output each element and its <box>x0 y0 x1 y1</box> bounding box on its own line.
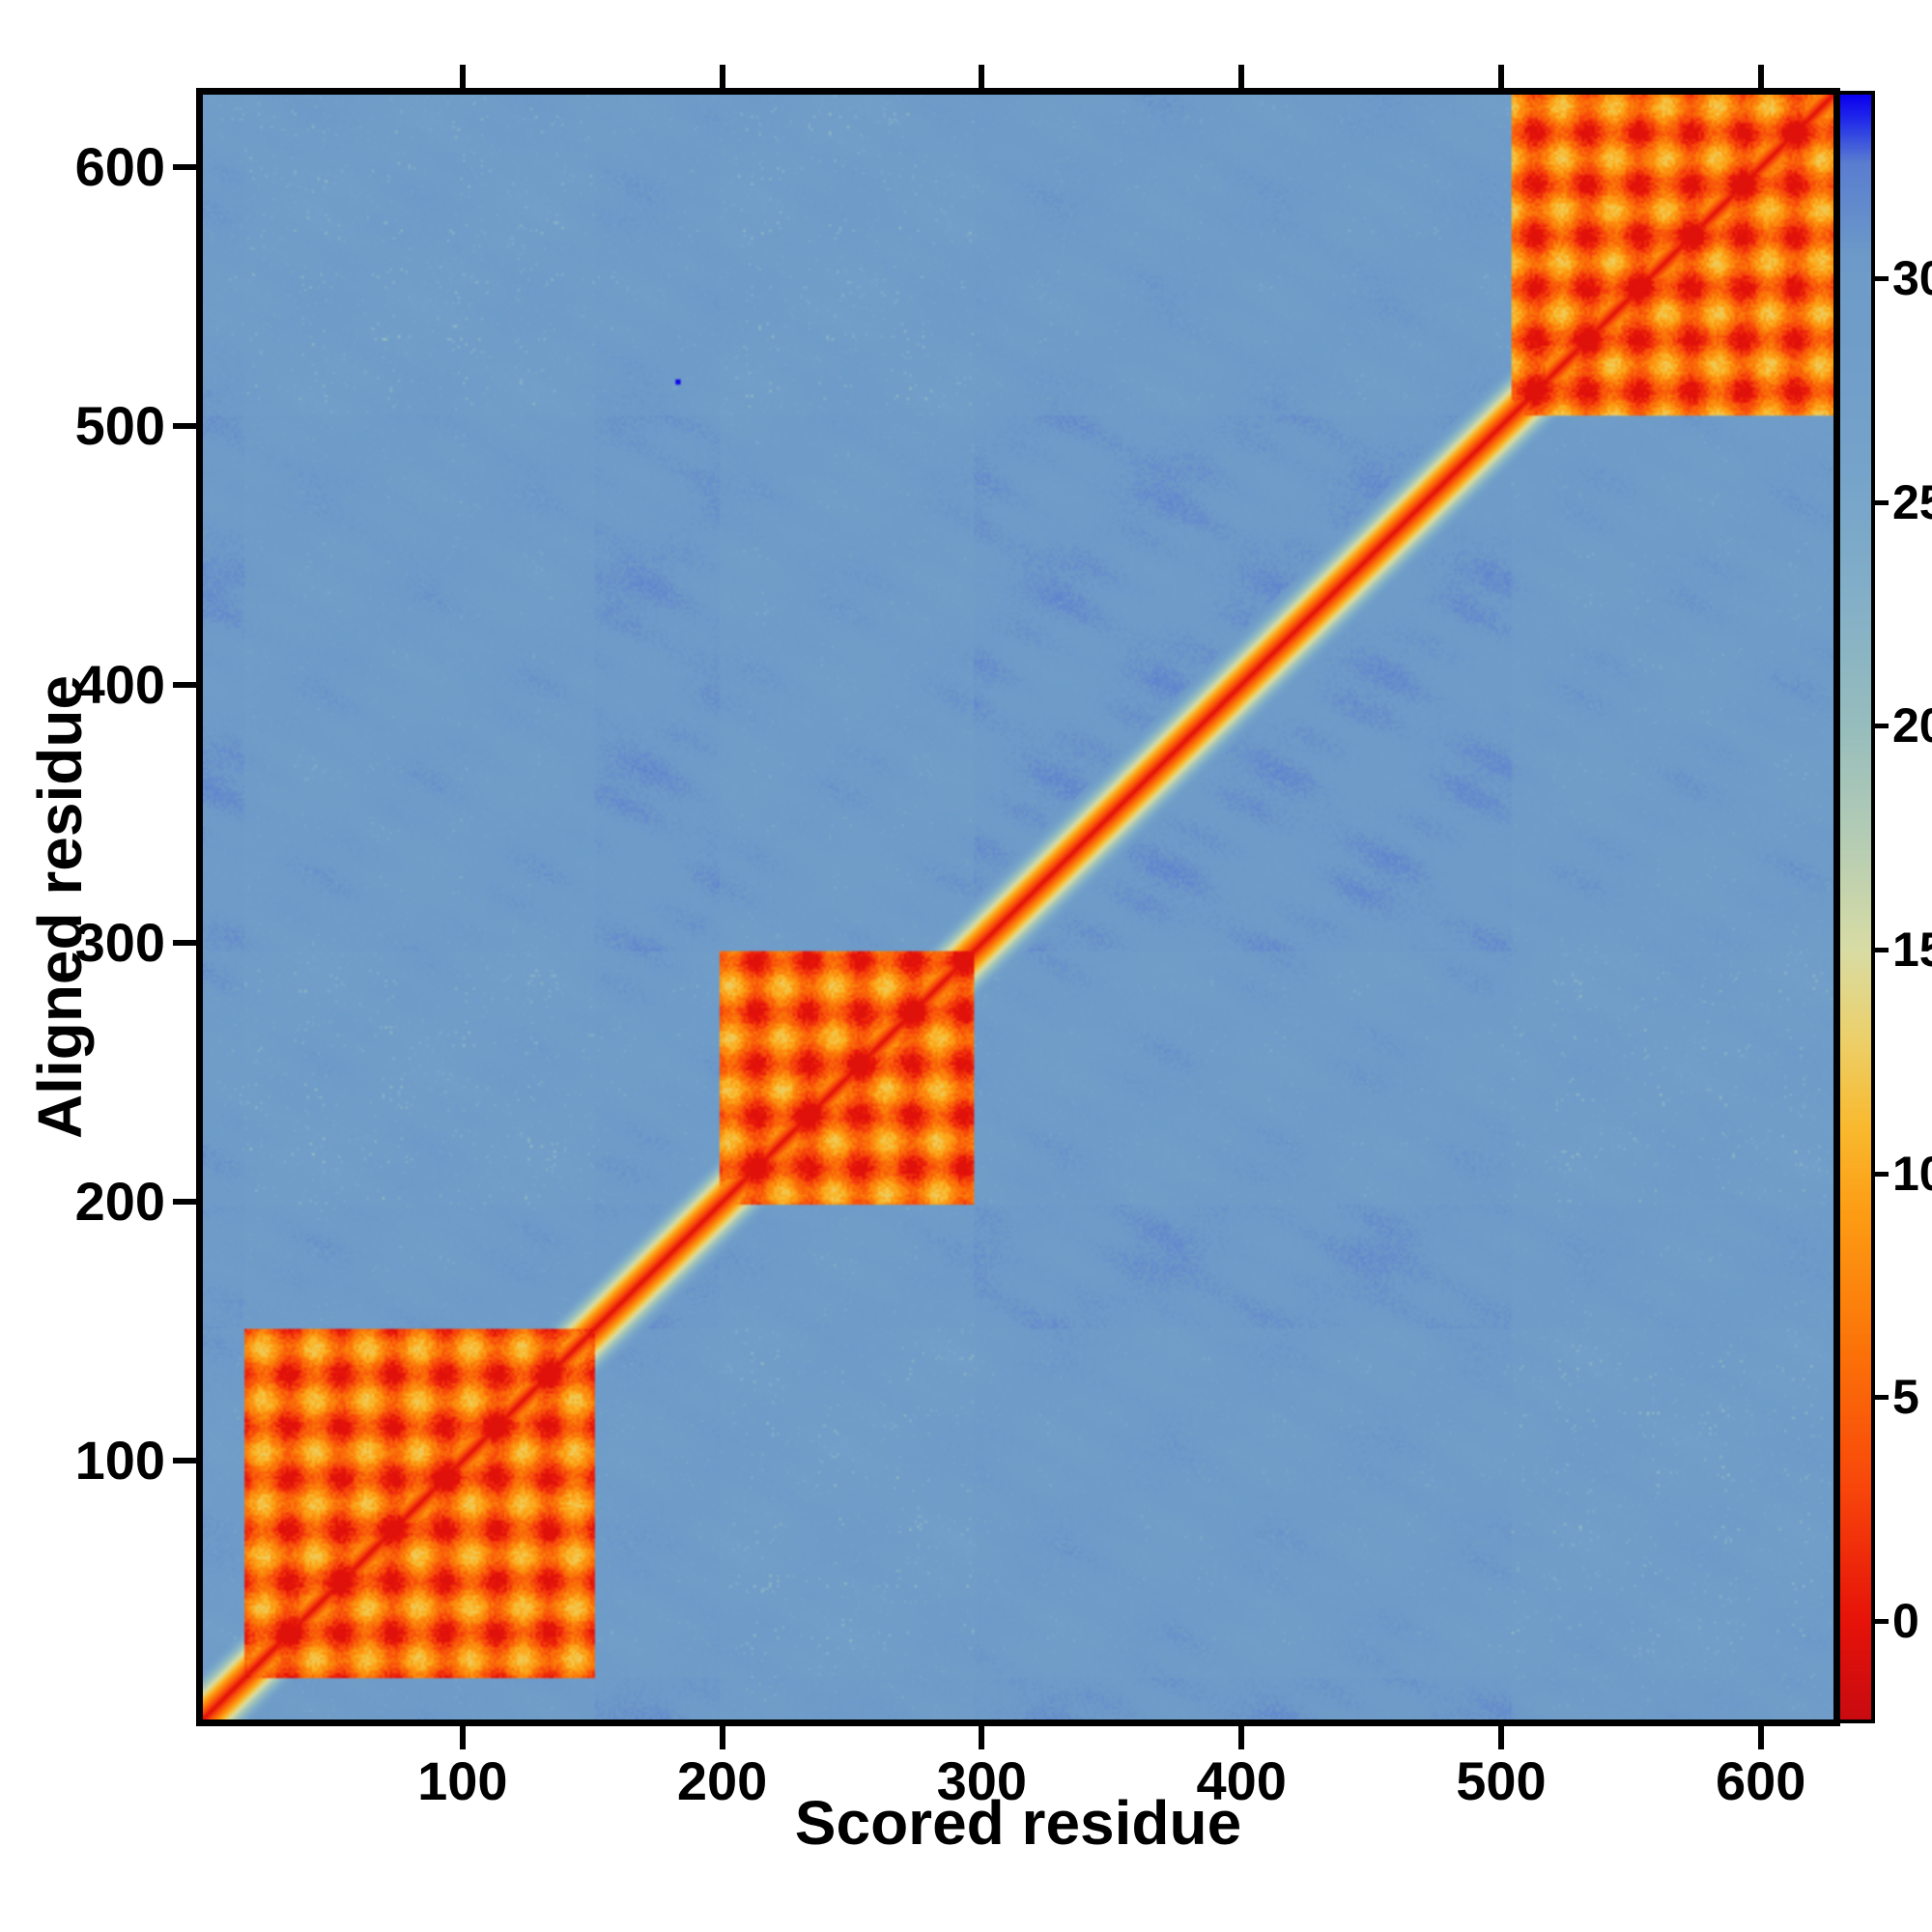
colorbar-tick-mark <box>1875 275 1889 281</box>
x-axis-title: Scored residue <box>794 1788 1242 1858</box>
y-tick-label: 200 <box>74 1171 165 1233</box>
x-tick-label: 200 <box>676 1750 768 1811</box>
x-tick-mark-top <box>719 65 725 88</box>
x-tick-mark-top <box>979 65 985 88</box>
x-tick-mark-top <box>1238 65 1245 88</box>
y-tick-label: 400 <box>74 653 165 715</box>
y-tick-mark <box>173 1199 196 1206</box>
x-tick-mark-bottom <box>979 1726 985 1749</box>
colorbar-tick-mark <box>1875 948 1889 953</box>
y-tick-label: 100 <box>74 1430 165 1492</box>
x-tick-label: 300 <box>936 1750 1028 1811</box>
colorbar-tick-label: 20 <box>1892 698 1932 753</box>
x-tick-mark-top <box>459 65 466 88</box>
colorbar-tick-label: 0 <box>1892 1594 1919 1649</box>
colorbar-tick-mark <box>1875 724 1889 729</box>
colorbar-tick-mark <box>1875 1619 1889 1625</box>
x-tick-mark-bottom <box>1757 1726 1764 1749</box>
y-tick-mark <box>173 163 196 170</box>
y-tick-mark <box>173 681 196 688</box>
y-tick-mark <box>173 940 196 947</box>
y-axis-title: Aligned residue <box>25 674 95 1140</box>
y-tick-mark <box>173 1458 196 1464</box>
colorbar-tick-label: 30 <box>1892 250 1932 305</box>
x-tick-mark-bottom <box>459 1726 466 1749</box>
colorbar-tick-mark <box>1875 499 1889 505</box>
colorbar-tick-label: 25 <box>1892 474 1932 529</box>
x-tick-label: 500 <box>1456 1750 1547 1811</box>
heatmap-canvas <box>203 95 1833 1719</box>
x-tick-mark-bottom <box>1497 1726 1504 1749</box>
y-tick-label: 600 <box>74 135 165 197</box>
colorbar-tick-mark <box>1875 1395 1889 1401</box>
colorbar-tick-label: 10 <box>1892 1146 1932 1201</box>
y-tick-label: 300 <box>74 912 165 974</box>
x-tick-mark-bottom <box>1238 1726 1245 1749</box>
colorbar-tick-label: 15 <box>1892 923 1932 978</box>
x-tick-mark-top <box>1497 65 1504 88</box>
colorbar-tick-label: 5 <box>1892 1370 1919 1425</box>
x-tick-label: 400 <box>1196 1750 1287 1811</box>
colorbar <box>1840 95 1871 1719</box>
y-tick-mark <box>173 422 196 429</box>
colorbar-tick-mark <box>1875 1171 1889 1177</box>
x-tick-label: 600 <box>1716 1750 1806 1811</box>
x-tick-mark-bottom <box>719 1726 725 1749</box>
y-tick-label: 500 <box>74 394 165 456</box>
x-tick-label: 100 <box>417 1750 508 1811</box>
x-tick-mark-top <box>1757 65 1764 88</box>
